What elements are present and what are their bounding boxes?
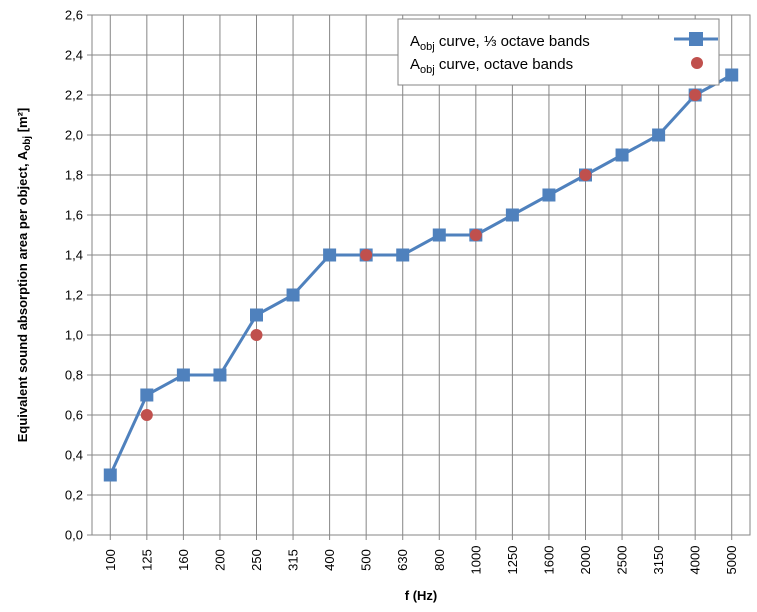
data-point-third-octave xyxy=(103,468,117,482)
x-tick-label: 125 xyxy=(139,549,154,571)
data-point-octave xyxy=(360,249,373,261)
y-tick-label: 2,2 xyxy=(65,88,83,103)
data-point-third-octave xyxy=(396,248,410,262)
series-layer xyxy=(103,68,739,482)
legend-label-octave: Aobj curve, octave bands xyxy=(410,56,573,76)
x-tick-label: 315 xyxy=(286,549,301,571)
y-tick-label: 0,0 xyxy=(65,528,83,543)
x-tick-label: 800 xyxy=(432,549,447,571)
x-tick-label: 2500 xyxy=(615,546,630,575)
y-tick-label: 1,4 xyxy=(65,248,83,263)
y-tick-label: 0,2 xyxy=(65,488,83,503)
data-point-third-octave xyxy=(213,368,227,382)
legend: Aobj curve, ⅓ octave bands Aobj curve, o… xyxy=(397,18,720,86)
x-tick-label: 1600 xyxy=(541,546,556,575)
x-tick-label: 200 xyxy=(212,549,227,571)
data-point-third-octave xyxy=(725,68,739,82)
x-tick-label: 160 xyxy=(176,549,191,571)
x-tick-label: 400 xyxy=(322,549,337,571)
data-point-third-octave xyxy=(176,368,190,382)
y-tick-label: 0,6 xyxy=(65,408,83,423)
data-point-third-octave xyxy=(323,248,337,262)
x-tick-label: 630 xyxy=(395,549,410,571)
data-point-third-octave xyxy=(542,188,556,202)
x-tick-label: 5000 xyxy=(724,546,739,575)
data-point-octave xyxy=(250,329,263,341)
legend-box xyxy=(397,18,720,86)
data-point-third-octave xyxy=(432,228,446,242)
y-tick-label: 0,4 xyxy=(65,448,83,463)
legend-marker-circle xyxy=(691,57,703,69)
data-point-third-octave xyxy=(505,208,519,222)
x-tick-label: 2000 xyxy=(578,546,593,575)
x-tick-label: 1250 xyxy=(505,546,520,575)
y-tick-label: 1,8 xyxy=(65,168,83,183)
y-tick-labels: 0,0 0,2 0,4 0,6 0,8 1,0 1,2 1,4 1,6 1,8 2,0 2,2 2,4 2… xyxy=(65,8,83,543)
y-tick-label: 1,6 xyxy=(65,208,83,223)
y-tick-label: 2,6 xyxy=(65,8,83,23)
y-tick-label: 2,0 xyxy=(65,128,83,143)
x-tick-label: 100 xyxy=(103,549,118,571)
grid-lines xyxy=(87,14,750,540)
x-tick-labels: 100 125 160 200 250 315 400 500 630 800 1000 1250 16… xyxy=(103,546,739,575)
legend-label-third-octave: Aobj curve, ⅓ octave bands xyxy=(410,33,590,53)
legend-marker-square xyxy=(689,32,703,46)
y-tick-label: 0,8 xyxy=(65,368,83,383)
plot-area xyxy=(91,14,751,536)
x-tick-label: 1000 xyxy=(468,546,483,575)
y-axis-title: Equivalent sound absorption area per obj… xyxy=(15,108,33,443)
data-point-third-octave xyxy=(286,288,300,302)
data-point-octave xyxy=(689,89,702,101)
data-point-third-octave xyxy=(250,308,263,322)
data-point-third-octave xyxy=(140,388,154,402)
x-axis-title: f (Hz) xyxy=(405,588,438,603)
x-tick-label: 500 xyxy=(359,549,374,571)
x-tick-label: 250 xyxy=(249,549,264,571)
data-point-octave xyxy=(140,409,153,421)
data-point-octave xyxy=(579,169,592,181)
y-tick-label: 1,0 xyxy=(65,328,83,343)
data-point-octave xyxy=(469,229,482,241)
y-tick-label: 2,4 xyxy=(65,48,83,63)
data-point-third-octave xyxy=(652,128,666,142)
data-point-third-octave xyxy=(615,148,629,162)
x-tick-label: 3150 xyxy=(651,546,666,575)
y-tick-label: 1,2 xyxy=(65,288,83,303)
x-tick-label: 4000 xyxy=(688,546,703,575)
